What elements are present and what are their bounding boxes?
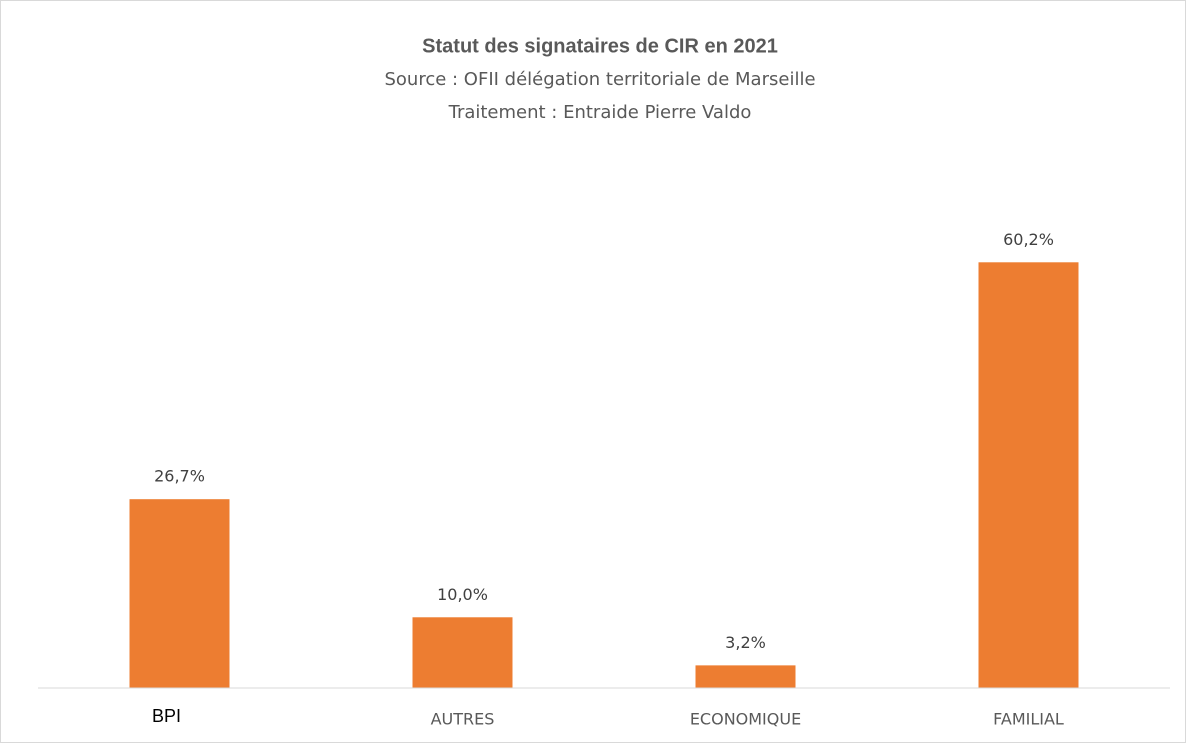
chart-subtitle: Traitement : Entraide Pierre Valdo [448, 102, 752, 123]
chart-title: Statut des signataires de CIR en 2021 [422, 35, 778, 57]
bar [129, 499, 230, 688]
data-label: 26,7% [154, 467, 205, 486]
data-label: 60,2% [1003, 230, 1054, 249]
x-tick-label: ECONOMIQUE [690, 710, 801, 729]
x-tick-label: FAMILIAL [993, 710, 1064, 729]
bar [412, 617, 513, 688]
bar [695, 665, 796, 688]
chart-subtitle: Source : OFII délégation territoriale de… [384, 69, 815, 90]
data-label: 10,0% [437, 585, 488, 604]
x-tick-label: BPI [152, 706, 181, 726]
bar [978, 262, 1079, 688]
x-tick-label: AUTRES [431, 710, 495, 729]
data-label: 3,2% [725, 633, 766, 652]
